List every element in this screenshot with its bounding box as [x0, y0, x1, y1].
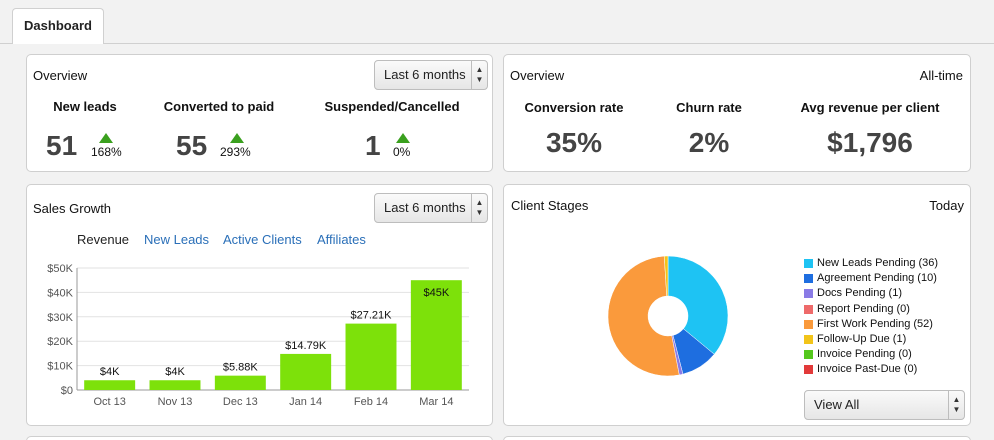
chart-tab-revenue[interactable]: Revenue	[77, 232, 130, 247]
stat-label: New leads	[53, 99, 117, 114]
revenue-bar	[410, 280, 462, 390]
stat-value: 51	[46, 130, 78, 161]
chart-tab-affiliates[interactable]: Affiliates	[317, 232, 366, 247]
bar-data-label: $27.21K	[351, 310, 393, 322]
x-tick-label: Jan 14	[289, 396, 322, 408]
bar-data-label: $4K	[100, 366, 120, 378]
tab-bar: Dashboard	[0, 0, 994, 44]
legend-swatch	[804, 365, 813, 375]
stat-change: 168%	[91, 145, 122, 159]
stat-value: $1,796	[827, 127, 913, 158]
overview-period-value: Last 6 months	[384, 67, 466, 82]
legend-label: Docs Pending (1)	[817, 287, 902, 300]
legend-swatch	[804, 289, 813, 299]
stat-suspended: Suspended/Cancelled	[317, 99, 467, 114]
bar-data-label: $14.79K	[285, 340, 327, 352]
stat-churn-rate: Churn rate 2%	[654, 100, 764, 159]
overview-alltime-period: All-time	[919, 68, 963, 83]
select-arrows-icon: ▲ ▼	[471, 194, 487, 222]
stat-converted: Converted to paid	[157, 99, 281, 114]
x-tick-label: Feb 14	[354, 396, 388, 408]
select-arrows-icon: ▲ ▼	[948, 391, 964, 419]
tab-dashboard[interactable]: Dashboard	[12, 8, 104, 44]
stat-label: Converted to paid	[163, 99, 275, 114]
legend-label: First Work Pending (52)	[817, 317, 933, 330]
stat-value: 1	[365, 130, 381, 161]
bar-data-label: $4K	[165, 366, 185, 378]
legend-swatch	[804, 350, 813, 360]
stat-change: 293%	[220, 145, 251, 159]
donut-slice	[667, 255, 729, 355]
sales-period-select[interactable]: Last 6 months ▲ ▼	[374, 193, 488, 223]
revenue-bar	[280, 353, 332, 390]
legend-label: Follow-Up Due (1)	[817, 333, 907, 345]
donut-slice	[607, 255, 680, 377]
overview-title: Overview	[33, 68, 88, 83]
stat-conversion-rate: Conversion rate 35%	[514, 100, 634, 159]
select-arrows-icon: ▲ ▼	[471, 61, 487, 89]
revenue-bar	[149, 380, 201, 390]
chart-tab-new-leads[interactable]: New Leads	[144, 232, 210, 247]
client-stages-title: Client Stages	[511, 198, 589, 213]
client-stages-donut	[607, 255, 729, 377]
y-tick-label: $40K	[47, 287, 73, 299]
legend-swatch	[804, 259, 813, 268]
stat-label: Avg revenue per client	[800, 100, 940, 115]
client-stages-filter-select[interactable]: View All ▲ ▼	[804, 390, 965, 420]
lower-panel-right	[503, 436, 971, 440]
stat-value: 55	[176, 130, 208, 161]
legend-label: Invoice Pending (0)	[817, 348, 912, 361]
stat-value: 35%	[545, 127, 603, 158]
revenue-bar	[84, 380, 136, 390]
revenue-bar-chart: $0 $10K $20K $30K $40K $50K $4K Oct 13 $4K Nov 13…	[47, 263, 469, 408]
x-tick-label: Mar 14	[419, 396, 453, 408]
legend-label: Agreement Pending (10)	[817, 272, 937, 285]
stat-label: Suspended/Cancelled	[324, 99, 460, 114]
x-tick-label: Nov 13	[158, 396, 193, 408]
y-tick-label: $30K	[47, 312, 73, 324]
sales-period-value: Last 6 months	[384, 200, 466, 215]
stat-new-leads: New leads	[35, 99, 135, 114]
client-stages-filter-value: View All	[814, 397, 860, 412]
legend-swatch	[804, 335, 813, 344]
stat-label: Conversion rate	[524, 100, 624, 115]
y-tick-label: $20K	[47, 336, 73, 348]
overview-alltime-panel: Overview All-time Conversion rate 35% Ch…	[503, 54, 971, 172]
legend-label: Report Pending (0)	[817, 302, 910, 315]
stat-change: 0%	[393, 145, 411, 159]
revenue-bar	[214, 375, 266, 390]
legend-label: Invoice Past-Due (0)	[817, 363, 918, 376]
x-tick-label: Dec 13	[223, 396, 258, 408]
trend-up-icon	[396, 133, 410, 143]
y-tick-label: $10K	[47, 361, 73, 373]
y-tick-label: $50K	[47, 263, 73, 275]
stat-value: 2%	[688, 127, 730, 158]
bar-data-label: $5.88K	[223, 362, 259, 374]
sales-growth-title: Sales Growth	[33, 201, 112, 216]
client-stages-panel: Client Stages Today New Leads Pending (3…	[503, 184, 971, 426]
bar-data-label: $45K	[423, 287, 449, 299]
chart-tab-active-clients[interactable]: Active Clients	[223, 232, 302, 247]
legend-label: New Leads Pending (36)	[817, 257, 939, 269]
stat-avg-revenue: Avg revenue per client $1,796	[790, 100, 950, 159]
trend-up-icon	[99, 133, 113, 143]
sales-growth-panel: Sales Growth Last 6 months ▲ ▼ Revenue Ne…	[26, 184, 493, 426]
lower-panel-left	[26, 436, 493, 440]
legend-swatch	[804, 304, 813, 314]
trend-up-icon	[230, 133, 244, 143]
client-stages-legend: New Leads Pending (36) Agreement Pending …	[804, 256, 964, 381]
y-tick-label: $0	[61, 385, 73, 397]
x-tick-label: Oct 13	[93, 396, 125, 408]
legend-swatch	[804, 319, 813, 329]
overview-panel: Overview Last 6 months ▲ ▼ New leads 51 1…	[26, 54, 493, 172]
client-stages-period: Today	[929, 198, 964, 213]
legend-swatch	[804, 274, 813, 284]
donut-slice	[663, 255, 669, 297]
overview-alltime-title: Overview	[510, 68, 565, 83]
overview-period-select[interactable]: Last 6 months ▲ ▼	[374, 60, 488, 90]
revenue-bar	[345, 323, 397, 390]
stat-label: Churn rate	[676, 100, 742, 115]
tab-bar-divider	[0, 43, 994, 44]
